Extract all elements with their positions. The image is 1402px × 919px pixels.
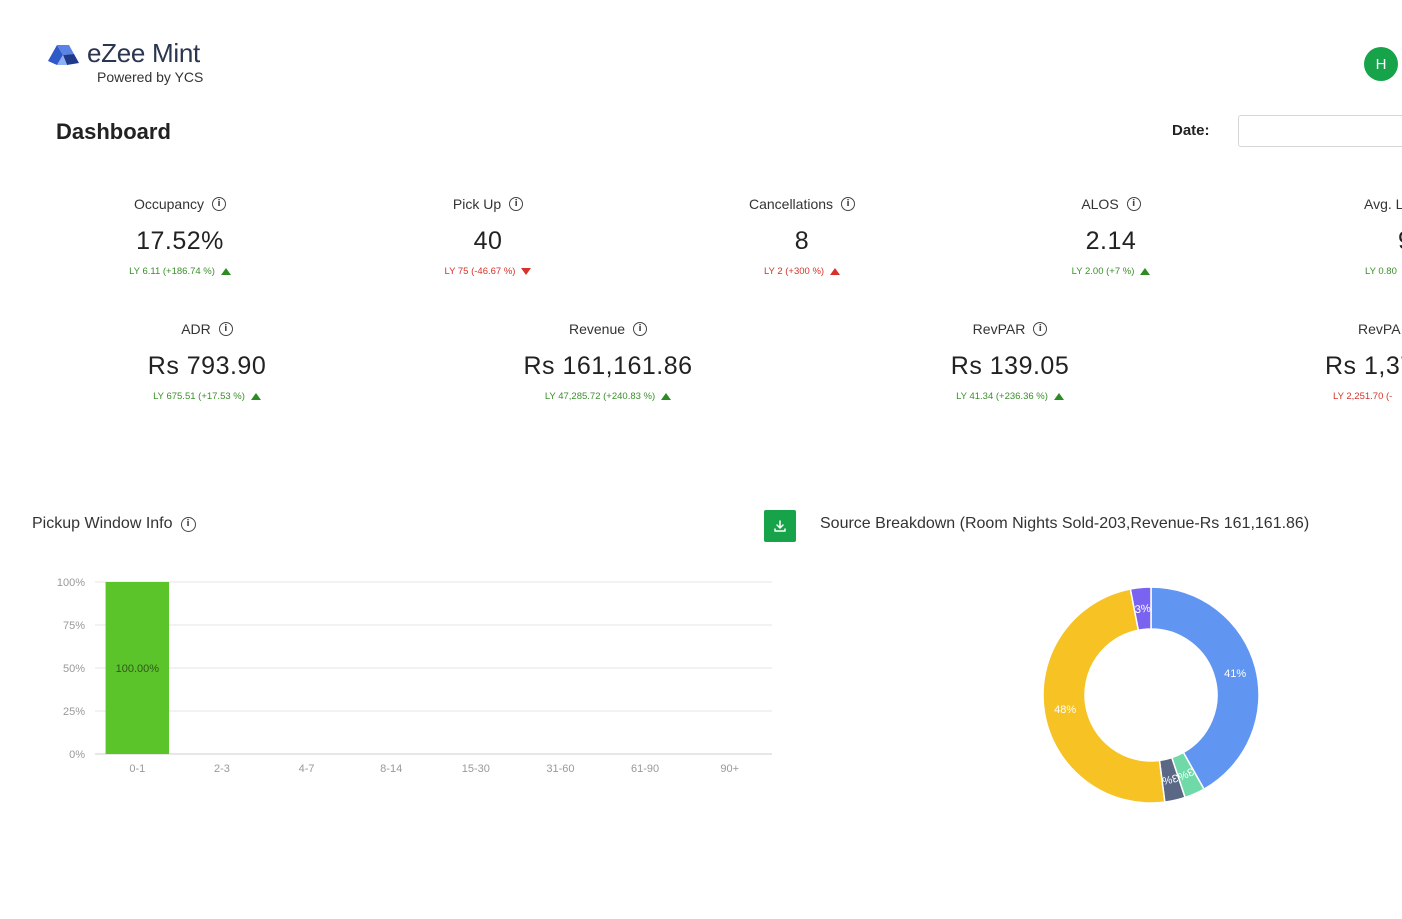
info-icon[interactable]: i — [180, 516, 196, 532]
metric-ly: LY 0.80 — [1365, 266, 1397, 277]
info-icon[interactable]: i — [633, 322, 648, 336]
date-label: Date: — [1172, 122, 1210, 139]
metric-ly: LY 47,285.72 (+240.83 %) — [544, 391, 656, 402]
metric-label: Revenue — [568, 321, 626, 337]
donut-slice — [1042, 588, 1166, 804]
x-tick-label: 4-7 — [299, 763, 315, 775]
metric-pickup: Pick Up i 40 LY 75 (-46.67 %) — [338, 195, 638, 277]
metric-avg-los: Avg. L 9 LY 0.80 — [1364, 195, 1402, 277]
trend-down-icon — [521, 268, 532, 275]
trend-up-icon — [1140, 268, 1151, 275]
metric-label: RevPAR — [972, 321, 1026, 337]
bar — [105, 582, 170, 754]
user-avatar[interactable]: H — [1364, 47, 1398, 81]
metric-adr: ADR i Rs 793.90 LY 675.51 (+17.53 %) — [57, 320, 357, 402]
metric-value: 8 — [794, 227, 810, 255]
metric-alos: ALOS i 2.14 LY 2.00 (+7 %) — [961, 195, 1261, 277]
metric-label: Occupancy — [133, 196, 205, 212]
x-tick-label: 8-14 — [380, 763, 402, 775]
info-icon[interactable]: i — [509, 197, 524, 211]
info-icon[interactable]: i — [841, 197, 856, 211]
donut-slice-label: 3% — [1176, 765, 1196, 782]
download-button[interactable] — [764, 510, 796, 542]
trend-up-icon — [1053, 393, 1064, 400]
x-tick-label: 61-90 — [631, 763, 659, 775]
x-tick-label: 15-30 — [462, 763, 490, 775]
metric-ly: LY 675.51 (+17.53 %) — [153, 391, 245, 402]
metric-value: Rs 1,37 — [1325, 352, 1402, 380]
donut-slice — [1129, 586, 1152, 632]
metric-label: Avg. L — [1364, 196, 1402, 212]
metric-revpar: RevPAR i Rs 139.05 LY 41.34 (+236.36 %) — [860, 320, 1160, 402]
trend-up-icon — [830, 268, 841, 275]
donut-slice-label: 41% — [1224, 668, 1246, 680]
donut-slice-label: 48% — [1054, 704, 1076, 716]
brand-tagline: Powered by YCS — [97, 69, 204, 85]
metric-value: 2.14 — [1085, 227, 1137, 255]
trend-up-icon — [250, 393, 261, 400]
y-tick-label: 0% — [69, 749, 85, 761]
info-icon[interactable]: i — [1033, 322, 1048, 336]
x-tick-label: 31-60 — [546, 763, 574, 775]
metric-occupancy: Occupancy i 17.52% LY 6.11 (+186.74 %) — [30, 195, 330, 277]
metric-label: ALOS — [1081, 196, 1119, 212]
y-tick-label: 75% — [63, 620, 85, 632]
pickup-bar-chart: 0% 25% 50% 75% 100% 100.00% 0-1 2-3 4-7 8-14 15-30… — [57, 577, 772, 775]
trend-up-icon — [661, 393, 672, 400]
donut-slice-label: 3% — [1161, 771, 1179, 786]
metric-ly: LY 41.34 (+236.36 %) — [956, 391, 1048, 402]
brand-logo-icon — [48, 45, 79, 65]
section-title: Pickup Window Info — [32, 515, 173, 532]
date-input[interactable] — [1238, 115, 1402, 147]
y-tick-label: 100% — [57, 577, 85, 589]
metric-label: ADR — [181, 321, 211, 337]
metric-value: 40 — [473, 227, 503, 255]
metric-ly: LY 75 (-46.67 %) — [444, 266, 516, 277]
metric-label: Cancellations — [748, 196, 834, 212]
brand-name: eZee Mint — [87, 38, 200, 68]
metric-ly: LY 6.11 (+186.74 %) — [129, 266, 215, 277]
source-donut-chart: 41%3%3%48%3% — [1042, 586, 1260, 804]
metric-revpa: RevPA Rs 1,37 LY 2,251.70 (- — [1325, 320, 1402, 402]
metric-ly: LY 2 (+300 %) — [763, 266, 825, 277]
x-tick-label: 90+ — [720, 763, 739, 775]
metric-cancellations: Cancellations i 8 LY 2 (+300 %) — [652, 195, 952, 277]
bar-data-label: 100.00% — [116, 663, 160, 675]
page-title: Dashboard — [56, 119, 171, 144]
trend-up-icon — [220, 268, 231, 275]
download-icon — [774, 520, 786, 532]
source-breakdown-title: Source Breakdown (Room Nights Sold-203,R… — [820, 515, 1310, 532]
metric-revenue: Revenue i Rs 161,161.86 LY 47,285.72 (+24… — [458, 320, 758, 402]
metric-ly: LY 2,251.70 (- — [1333, 391, 1393, 402]
info-icon[interactable]: i — [218, 322, 233, 336]
metric-label: RevPA — [1358, 321, 1401, 337]
pickup-section-header: Pickup Window Info i — [32, 515, 196, 533]
x-tick-label: 0-1 — [129, 763, 145, 775]
donut-slice-label: 3% — [1134, 603, 1151, 616]
y-tick-label: 25% — [63, 706, 85, 718]
y-tick-label: 50% — [63, 663, 85, 675]
metric-label: Pick Up — [452, 196, 502, 212]
metric-value: Rs 139.05 — [950, 352, 1070, 380]
x-tick-label: 2-3 — [214, 763, 230, 775]
info-icon[interactable]: i — [212, 197, 227, 211]
donut-slice — [1150, 586, 1260, 791]
metric-value: Rs 161,161.86 — [523, 352, 693, 380]
metric-ly: LY 2.00 (+7 %) — [1071, 266, 1135, 277]
metric-value: Rs 793.90 — [147, 352, 267, 380]
metric-value: 17.52% — [136, 227, 224, 255]
metric-value: 9 — [1364, 226, 1402, 256]
info-icon[interactable]: i — [1126, 197, 1141, 211]
